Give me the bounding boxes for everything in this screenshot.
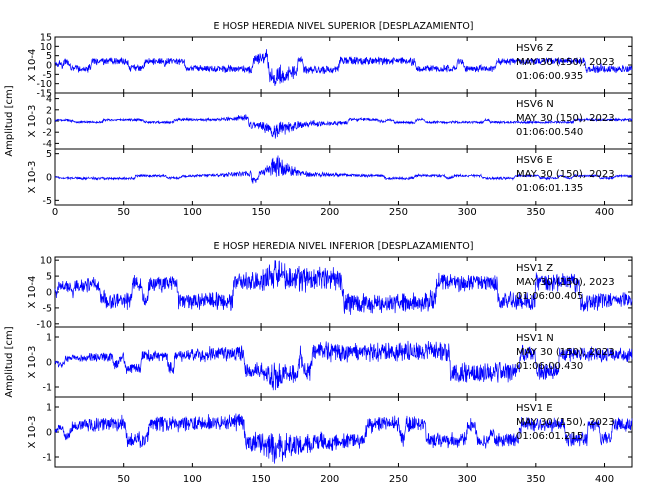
trace-time: 01:06:00.405: [516, 291, 583, 302]
y-tick-label: 5: [46, 51, 52, 62]
trace-time: 01:06:01.135: [516, 183, 583, 194]
trace-time: 01:06:00.935: [516, 71, 583, 82]
trace-station: HSV6 N: [516, 99, 554, 110]
trace-date: MAY 30 (150), 2023: [516, 113, 615, 124]
x-tick-label: 50: [117, 207, 130, 218]
waveform-trace: [54, 49, 633, 87]
trace-time: 01:06:00.430: [516, 361, 583, 372]
chart-title: E HOSP HEREDIA NIVEL INFERIOR [DESPLAZAM…: [214, 241, 474, 252]
x-tick-label: 150: [252, 207, 271, 218]
y-tick-label: 10: [40, 42, 52, 53]
y-tick-label: 0: [46, 117, 52, 128]
x-tick-label: 250: [389, 474, 408, 485]
x-tick-label: 350: [526, 207, 545, 218]
scale-label: X 10-3: [27, 346, 38, 379]
trace-station: HSV6 Z: [516, 43, 553, 54]
y-tick-label: 4: [46, 94, 52, 105]
trace-station: HSV6 E: [516, 155, 553, 166]
trace-date: MAY 30 (150), 2023: [516, 417, 615, 428]
y-tick-label: 0: [46, 288, 52, 299]
x-tick-label: 250: [389, 207, 408, 218]
x-tick-label: 400: [595, 207, 614, 218]
y-tick-label: -4: [43, 139, 52, 150]
x-tick-label: 300: [458, 474, 477, 485]
y-tick-label: 0: [46, 428, 52, 439]
y-tick-label: 0: [46, 61, 52, 72]
y-tick-label: -10: [36, 319, 52, 330]
trace-date: MAY 30 (150), 2023: [516, 347, 615, 358]
y-tick-label: 2: [46, 105, 52, 116]
y-tick-label: -5: [43, 70, 52, 81]
trace-station: HSV1 E: [516, 403, 553, 414]
y-tick-label: -15: [36, 89, 52, 100]
y-tick-label: -1: [43, 453, 52, 464]
scale-label: X 10-3: [27, 105, 38, 138]
y-tick-label: 0: [46, 173, 52, 184]
y-tick-label: -1: [43, 383, 52, 394]
y-tick-label: -2: [43, 128, 52, 139]
y-axis-label: Amplitud [cm]: [4, 85, 15, 156]
x-tick-label: 100: [183, 474, 202, 485]
x-tick-label: 0: [52, 207, 58, 218]
scale-label: X 10-3: [27, 416, 38, 449]
y-tick-label: 10: [40, 256, 52, 267]
x-tick-label: 100: [183, 207, 202, 218]
waveform-trace: [54, 260, 633, 315]
waveform-trace: [54, 413, 633, 464]
y-tick-label: 1: [46, 333, 52, 344]
x-tick-label: 300: [458, 207, 477, 218]
trace-time: 01:06:01.215: [516, 431, 583, 442]
y-tick-label: -10: [36, 79, 52, 90]
y-tick-label: 1: [46, 403, 52, 414]
x-tick-label: 400: [595, 474, 614, 485]
trace-station: HSV1 N: [516, 333, 554, 344]
scale-label: X 10-4: [27, 276, 38, 309]
y-tick-label: -5: [43, 303, 52, 314]
y-tick-label: 5: [46, 149, 52, 160]
waveform-trace: [54, 340, 633, 391]
x-tick-label: 150: [252, 474, 271, 485]
chart-title: E HOSP HEREDIA NIVEL SUPERIOR [DESPLAZAM…: [214, 21, 474, 32]
trace-date: MAY 30 (150), 2023: [516, 57, 615, 68]
scale-label: X 10-3: [27, 161, 38, 194]
x-tick-label: 50: [117, 474, 130, 485]
x-tick-label: 350: [526, 474, 545, 485]
y-tick-label: 0: [46, 358, 52, 369]
waveform-trace: [54, 114, 633, 139]
y-tick-label: -5: [43, 196, 52, 207]
y-tick-label: 15: [40, 33, 52, 44]
y-axis-label: Amplitud [cm]: [4, 326, 15, 397]
x-tick-label: 200: [320, 207, 339, 218]
y-tick-label: 5: [46, 272, 52, 283]
trace-station: HSV1 Z: [516, 263, 553, 274]
waveform-trace: [54, 155, 633, 184]
trace-date: MAY 30 (150), 2023: [516, 169, 615, 180]
trace-date: MAY 30 (150), 2023: [516, 277, 615, 288]
trace-time: 01:06:00.540: [516, 127, 583, 138]
scale-label: X 10-4: [27, 49, 38, 82]
x-tick-label: 200: [320, 474, 339, 485]
